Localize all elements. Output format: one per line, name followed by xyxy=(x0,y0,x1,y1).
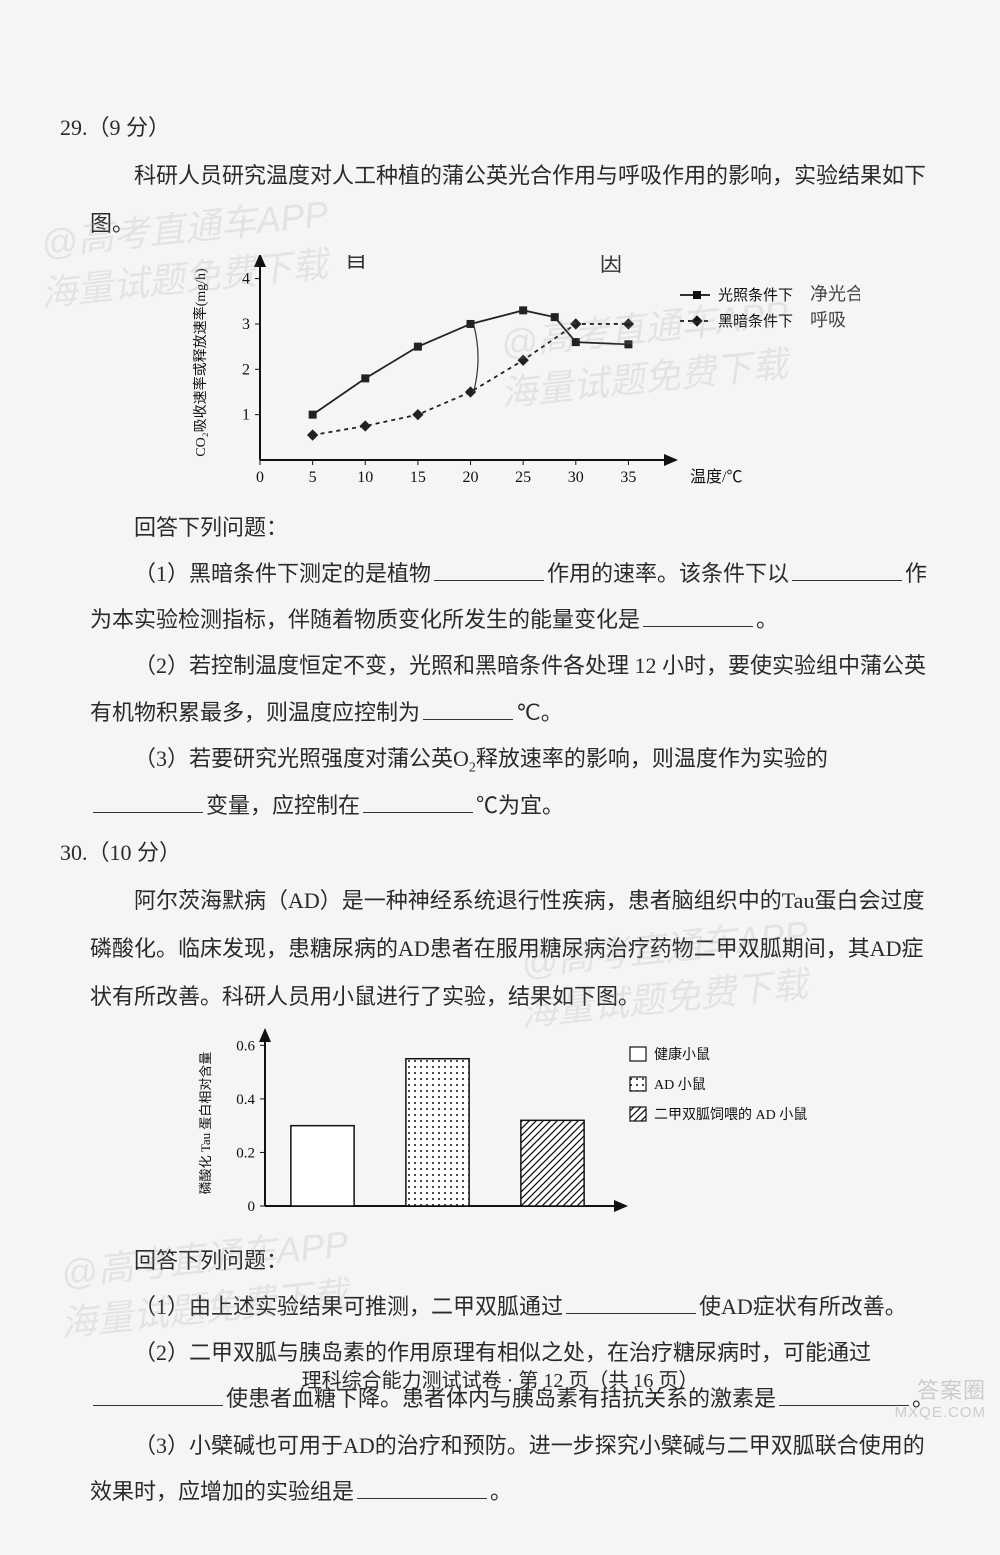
q30-chart: 0 0.2 0.4 0.6 磷酸化 Tau 蛋白相对含量 健康小鼠 AD 小鼠二甲双胍饲喂的… xyxy=(60,1028,940,1228)
question-30-intro: 阿尔茨海默病（AD）是一种神经系统退行性疾病，患者脑组织中的Tau蛋白会过度磷酸… xyxy=(90,877,940,1022)
svg-text:15: 15 xyxy=(410,469,426,486)
svg-text:因: 因 xyxy=(600,255,622,276)
text: 作用的速率。该条件下以 xyxy=(547,561,789,586)
svg-text:0: 0 xyxy=(248,1199,256,1215)
svg-text:CO₂吸收速率或释放速率(mg/h): CO₂吸收速率或释放速率(mg/h) xyxy=(192,268,209,457)
subscript: 2 xyxy=(469,760,476,775)
answer-header: 回答下列问题： xyxy=(90,505,940,551)
svg-text:0.2: 0.2 xyxy=(236,1145,255,1161)
text: （2）二甲双胍与胰岛素的作用原理有相似之处，在治疗糖尿病时，可能通过 xyxy=(134,1340,871,1365)
q30-part3: （3）小檗碱也可用于AD的治疗和预防。进一步探究小檗碱与二甲双胍联合使用的效果时… xyxy=(90,1423,940,1515)
text: ℃。 xyxy=(516,700,563,725)
text: 。 xyxy=(756,607,778,632)
svg-text:磷酸化 Tau 蛋白相对含量: 磷酸化 Tau 蛋白相对含量 xyxy=(198,1051,213,1194)
blank xyxy=(423,697,513,720)
svg-text:健康小鼠: 健康小鼠 xyxy=(654,1046,710,1063)
svg-text:净光合: 净光合 xyxy=(810,284,860,304)
q29-part3: （3）若要研究光照强度对蒲公英O2释放速率的影响，则温度作为实验的变量，应控制在… xyxy=(90,736,940,829)
svg-text:二甲双胍饲喂的 AD 小鼠: 二甲双胍饲喂的 AD 小鼠 xyxy=(654,1107,807,1123)
svg-text:35: 35 xyxy=(620,469,636,486)
q29-part2: （2）若控制温度恒定不变，光照和黑暗条件各处理 12 小时，要使实验组中蒲公英有… xyxy=(90,643,940,735)
page-footer: 理科综合能力测试试卷 · 第 12 页（共 16 页） xyxy=(0,1364,1000,1393)
blank xyxy=(792,558,902,581)
text: 变量，应控制在 xyxy=(206,793,360,818)
question-29-intro: 科研人员研究温度对人工种植的蒲公英光合作用与呼吸作用的影响，实验结果如下图。 xyxy=(90,152,940,249)
svg-text:30: 30 xyxy=(568,469,584,486)
svg-text:5: 5 xyxy=(309,469,317,486)
bar-chart-svg: 0 0.2 0.4 0.6 磷酸化 Tau 蛋白相对含量 健康小鼠 AD 小鼠二甲双胍饲喂的… xyxy=(160,1028,840,1228)
blank xyxy=(363,790,473,813)
exam-page: 29.（9 分） 科研人员研究温度对人工种植的蒲公英光合作用与呼吸作用的影响，实… xyxy=(0,0,1000,1555)
text: （3）若要研究光照强度对蒲公英O xyxy=(134,746,469,771)
question-29-number: 29.（9 分） xyxy=(60,110,940,142)
svg-text:AD 小鼠: AD 小鼠 xyxy=(654,1077,706,1093)
svg-text:1: 1 xyxy=(242,406,250,423)
text: ℃为宜。 xyxy=(476,793,564,818)
svg-text:25: 25 xyxy=(515,469,531,486)
blank xyxy=(643,604,753,627)
svg-text:0.6: 0.6 xyxy=(236,1038,255,1054)
text: （1）由上述实验结果可推测，二甲双胍通过 xyxy=(134,1294,563,1319)
svg-text:黑暗条件下: 黑暗条件下 xyxy=(718,313,793,330)
svg-text:0.4: 0.4 xyxy=(236,1092,255,1108)
svg-text:光照条件下: 光照条件下 xyxy=(718,287,793,304)
svg-text:呼吸: 呼吸 xyxy=(810,310,846,330)
q29-part1: （1）黑暗条件下测定的是植物作用的速率。该条件下以作为本实验检测指标，伴随着物质… xyxy=(90,551,940,643)
text: 。 xyxy=(490,1479,512,1504)
svg-text:10: 10 xyxy=(357,469,373,486)
question-30-number: 30.（10 分） xyxy=(60,835,940,867)
blank xyxy=(93,790,203,813)
text: 释放速率的影响，则温度作为实验的 xyxy=(476,746,828,771)
answer-header: 回答下列问题： xyxy=(90,1238,940,1284)
svg-text:20: 20 xyxy=(463,469,479,486)
svg-text:4: 4 xyxy=(242,270,250,287)
text: 使AD症状有所改善。 xyxy=(699,1294,907,1319)
svg-text:自: 自 xyxy=(345,255,367,272)
line-chart-svg: 0 5 10 15 20 25 30 35 1 2 3 4 CO₂吸收速率或释放速率(mg/h) 温度/℃… xyxy=(140,255,860,495)
blank xyxy=(566,1291,696,1314)
q30-part1: （1）由上述实验结果可推测，二甲双胍通过 使AD症状有所改善。 xyxy=(90,1284,940,1330)
svg-text:3: 3 xyxy=(242,316,250,333)
blank xyxy=(434,558,544,581)
q29-chart: 0 5 10 15 20 25 30 35 1 2 3 4 CO₂吸收速率或释放速率(mg/h) 温度/℃… xyxy=(60,255,940,495)
svg-text:温度/℃: 温度/℃ xyxy=(690,468,742,486)
blank xyxy=(357,1476,487,1499)
svg-text:2: 2 xyxy=(242,361,250,378)
svg-text:0: 0 xyxy=(256,469,264,486)
text: （1）黑暗条件下测定的是植物 xyxy=(134,561,431,586)
